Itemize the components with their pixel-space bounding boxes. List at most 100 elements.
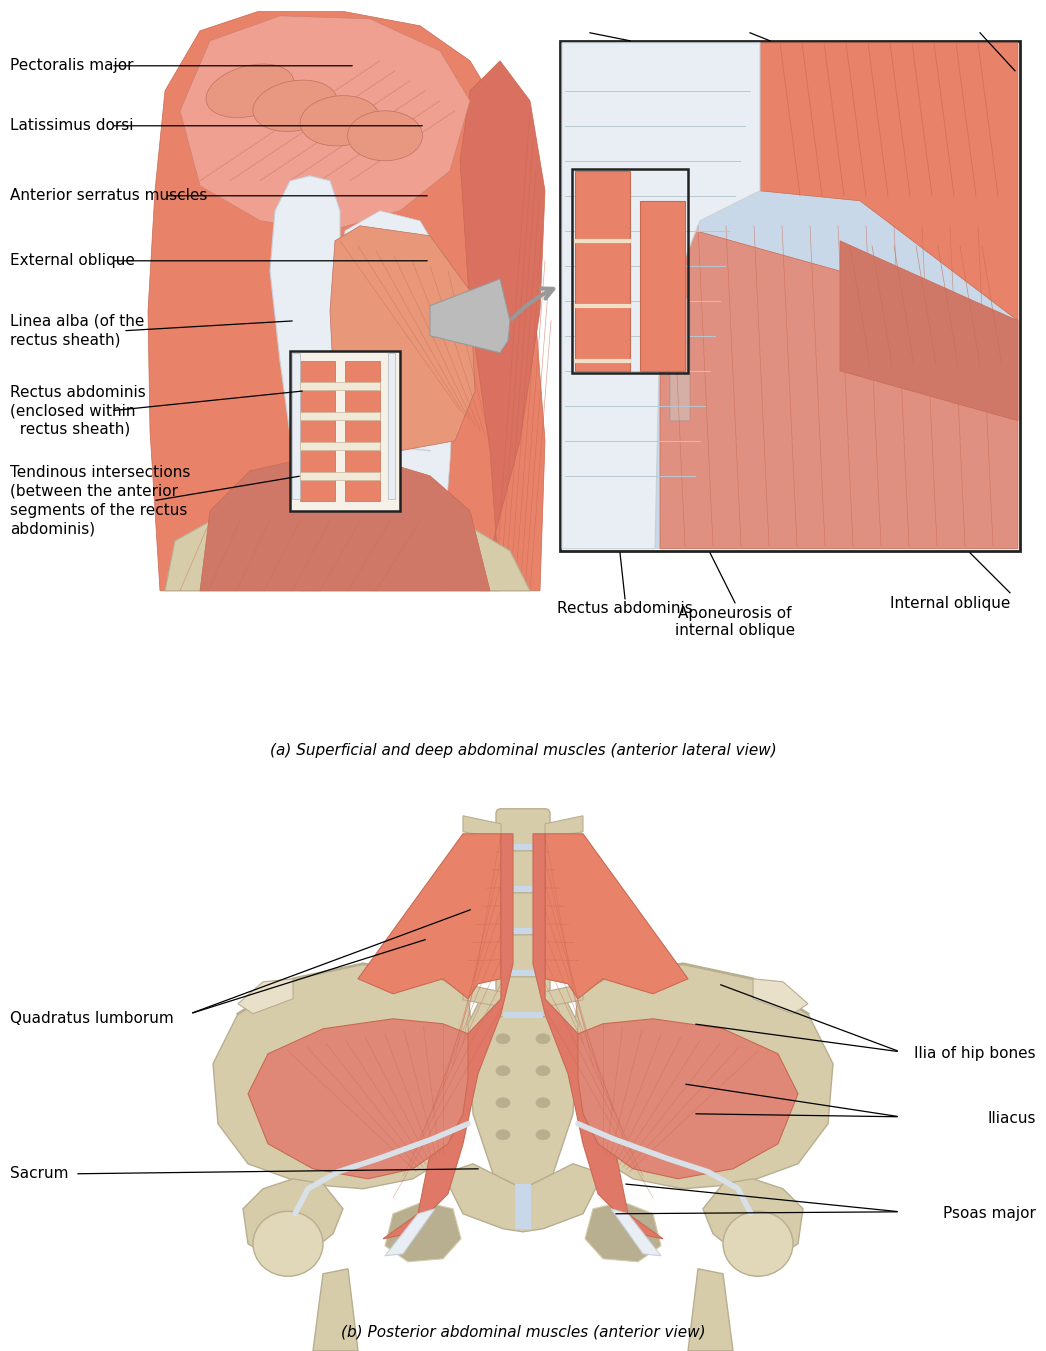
Text: Internal oblique: Internal oblique	[890, 596, 1010, 611]
Polygon shape	[147, 11, 545, 590]
Polygon shape	[388, 353, 395, 499]
Ellipse shape	[347, 111, 423, 161]
Polygon shape	[180, 16, 470, 231]
Polygon shape	[545, 942, 583, 965]
Polygon shape	[430, 278, 510, 353]
Text: Anterior serratus muscles: Anterior serratus muscles	[10, 188, 207, 203]
Bar	[300, 382, 380, 390]
Text: (a) Superficial and deep abdominal muscles (anterior lateral view): (a) Superficial and deep abdominal muscl…	[270, 743, 776, 758]
Polygon shape	[573, 963, 833, 1189]
FancyBboxPatch shape	[496, 893, 550, 932]
Text: Linea alba (of the
rectus sheath): Linea alba (of the rectus sheath)	[10, 313, 144, 347]
Text: Pectoralis major: Pectoralis major	[10, 58, 134, 73]
Polygon shape	[545, 900, 583, 923]
Text: Quadratus lumborum: Quadratus lumborum	[10, 1012, 174, 1027]
Polygon shape	[578, 1019, 798, 1179]
Ellipse shape	[300, 96, 380, 146]
Bar	[515, 1183, 531, 1229]
Ellipse shape	[253, 80, 337, 131]
Polygon shape	[585, 1202, 661, 1262]
Polygon shape	[270, 176, 340, 590]
Polygon shape	[340, 211, 455, 590]
FancyBboxPatch shape	[496, 809, 550, 848]
Polygon shape	[562, 43, 760, 549]
Bar	[503, 928, 543, 934]
Polygon shape	[313, 1269, 358, 1351]
Bar	[503, 970, 543, 975]
Polygon shape	[545, 816, 583, 839]
FancyBboxPatch shape	[496, 851, 550, 890]
FancyBboxPatch shape	[496, 977, 550, 1017]
Polygon shape	[383, 834, 513, 1239]
Bar	[560, 41, 1020, 551]
Ellipse shape	[496, 1129, 510, 1140]
Polygon shape	[238, 978, 293, 1013]
Text: Psoas major: Psoas major	[943, 1206, 1036, 1221]
Ellipse shape	[536, 1129, 550, 1140]
Polygon shape	[463, 816, 501, 839]
Polygon shape	[688, 1269, 733, 1351]
Bar	[562, 43, 1018, 549]
Ellipse shape	[536, 1066, 550, 1075]
Polygon shape	[248, 1019, 468, 1179]
Bar	[575, 170, 630, 370]
Polygon shape	[545, 834, 688, 998]
Ellipse shape	[536, 1098, 550, 1108]
Polygon shape	[329, 226, 475, 451]
Polygon shape	[292, 353, 300, 499]
Bar	[300, 412, 380, 420]
Polygon shape	[165, 505, 530, 590]
Polygon shape	[533, 834, 663, 1239]
Polygon shape	[460, 61, 545, 590]
Polygon shape	[358, 834, 501, 998]
Text: Latissimus dorsi: Latissimus dorsi	[10, 119, 134, 134]
Ellipse shape	[253, 1212, 323, 1277]
Text: Iliacus: Iliacus	[987, 1112, 1036, 1127]
Polygon shape	[385, 1202, 461, 1262]
Text: Rectus abdominis
(enclosed within
  rectus sheath): Rectus abdominis (enclosed within rectus…	[10, 385, 145, 436]
Text: Tendinous intersections
(between the anterior
segments of the rectus
abdominis): Tendinous intersections (between the ant…	[10, 465, 190, 536]
Polygon shape	[760, 43, 1018, 320]
Ellipse shape	[206, 63, 294, 118]
Bar	[640, 201, 685, 370]
FancyBboxPatch shape	[496, 935, 550, 975]
Polygon shape	[463, 858, 501, 881]
Text: Aponeurosis of
internal oblique: Aponeurosis of internal oblique	[675, 605, 795, 638]
Text: Ilia of hip bones: Ilia of hip bones	[914, 1046, 1036, 1062]
Polygon shape	[545, 858, 583, 881]
Ellipse shape	[496, 1066, 510, 1075]
Polygon shape	[463, 942, 501, 965]
Bar	[345, 361, 380, 501]
Polygon shape	[703, 1179, 803, 1259]
Polygon shape	[660, 220, 1018, 549]
Polygon shape	[200, 455, 490, 590]
Polygon shape	[840, 240, 1018, 420]
Bar	[300, 361, 335, 501]
Bar	[572, 169, 688, 373]
Text: Sacrum: Sacrum	[10, 1166, 68, 1181]
Polygon shape	[753, 978, 808, 1013]
Polygon shape	[468, 984, 578, 1189]
Polygon shape	[611, 1209, 661, 1256]
Ellipse shape	[723, 1212, 793, 1277]
Polygon shape	[385, 1209, 435, 1256]
Text: (b) Posterior abdominal muscles (anterior view): (b) Posterior abdominal muscles (anterio…	[341, 1324, 705, 1339]
Polygon shape	[444, 1163, 602, 1232]
Polygon shape	[545, 984, 583, 1006]
Polygon shape	[463, 900, 501, 923]
Polygon shape	[463, 984, 501, 1006]
Polygon shape	[213, 963, 473, 1189]
Polygon shape	[670, 281, 690, 420]
Bar	[503, 886, 543, 892]
Bar	[290, 351, 400, 511]
Bar	[503, 1012, 543, 1017]
Bar	[300, 442, 380, 450]
Bar	[503, 844, 543, 850]
Text: Rectus abdominis: Rectus abdominis	[558, 601, 692, 616]
Bar	[300, 471, 380, 480]
Text: External oblique: External oblique	[10, 253, 135, 269]
Ellipse shape	[496, 1034, 510, 1044]
Polygon shape	[243, 1179, 343, 1259]
Ellipse shape	[536, 1034, 550, 1044]
Ellipse shape	[496, 1098, 510, 1108]
